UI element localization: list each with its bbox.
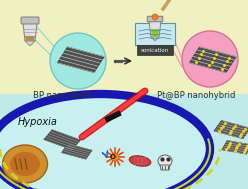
Polygon shape [25, 36, 35, 41]
Polygon shape [25, 41, 35, 46]
Text: sonication: sonication [141, 47, 169, 53]
Polygon shape [23, 23, 37, 41]
Polygon shape [44, 130, 80, 150]
Polygon shape [149, 21, 161, 37]
Polygon shape [151, 29, 159, 37]
Ellipse shape [0, 94, 210, 189]
FancyBboxPatch shape [137, 45, 173, 55]
Text: Pt@BP nanohybrid: Pt@BP nanohybrid [157, 91, 235, 100]
FancyBboxPatch shape [21, 17, 39, 24]
Text: BP nanosheet: BP nanosheet [33, 91, 91, 100]
Ellipse shape [129, 156, 151, 166]
Polygon shape [0, 0, 248, 94]
Ellipse shape [10, 152, 40, 176]
Polygon shape [57, 47, 104, 73]
FancyBboxPatch shape [147, 16, 163, 22]
Polygon shape [160, 165, 170, 170]
Polygon shape [214, 120, 248, 139]
Text: O: O [110, 154, 116, 160]
Circle shape [111, 153, 119, 161]
Polygon shape [0, 94, 248, 189]
Polygon shape [222, 141, 248, 154]
Polygon shape [62, 144, 92, 159]
Ellipse shape [158, 155, 172, 167]
FancyBboxPatch shape [135, 23, 175, 45]
Circle shape [182, 31, 238, 87]
Ellipse shape [2, 145, 48, 183]
Wedge shape [152, 14, 158, 20]
Polygon shape [189, 47, 236, 73]
Polygon shape [151, 37, 159, 41]
Circle shape [50, 33, 106, 89]
Text: Hypoxia: Hypoxia [18, 117, 58, 127]
